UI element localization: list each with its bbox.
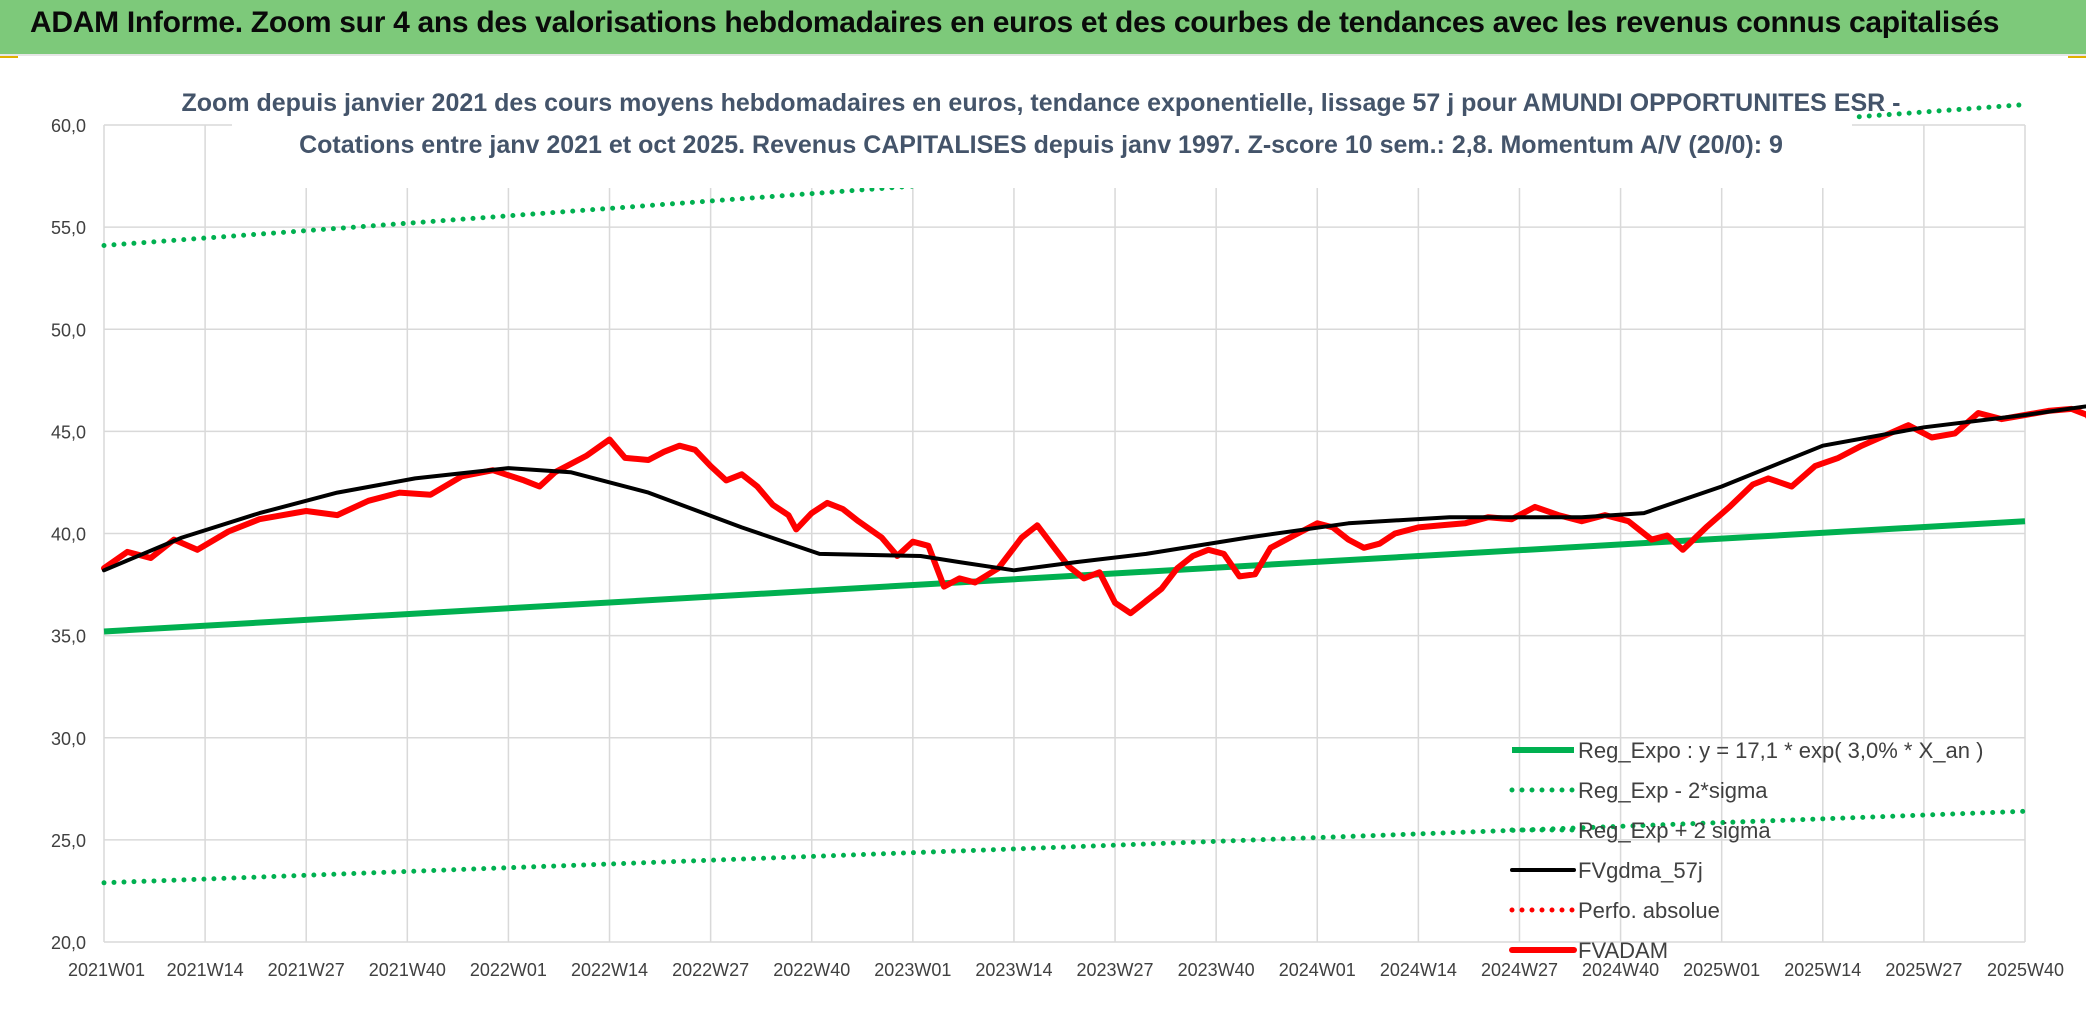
chart-area: 20,0 25,0 30,0 35,0 40,0 45,0 50,0 55,0 60,0 202… xyxy=(0,54,2086,1033)
report-banner: ADAM Informe. Zoom sur 4 ans des valoris… xyxy=(0,0,2086,54)
x-tick-label: 2021W01 xyxy=(68,960,145,980)
y-tick-label: 55,0 xyxy=(51,218,86,238)
legend-label: Reg_Exp + 2 sigma xyxy=(1578,818,1771,843)
y-tick-label: 45,0 xyxy=(51,422,86,442)
x-tick-label: 2023W14 xyxy=(975,960,1052,980)
series-line-1 xyxy=(101,808,2028,886)
x-tick-label: 2021W14 xyxy=(167,960,244,980)
grid-lines xyxy=(103,124,2026,943)
legend-label: FVgdma_57j xyxy=(1578,858,1703,883)
x-tick-label: 2022W14 xyxy=(571,960,648,980)
banner-corner-right xyxy=(2068,54,2086,58)
y-tick-label: 50,0 xyxy=(51,320,86,340)
legend-label: Perfo. absolue xyxy=(1578,898,1720,923)
x-tick-label: 2024W01 xyxy=(1279,960,1356,980)
x-tick-label: 2021W40 xyxy=(369,960,446,980)
x-tick-label: 2022W40 xyxy=(773,960,850,980)
y-tick-label: 25,0 xyxy=(51,831,86,851)
x-tick-label: 2022W27 xyxy=(672,960,749,980)
x-tick-label: 2024W40 xyxy=(1582,960,1659,980)
y-axis: 20,0 25,0 30,0 35,0 40,0 45,0 50,0 55,0 60,0 xyxy=(51,116,86,953)
series-line-5 xyxy=(101,405,2086,617)
legend-label: Reg_Exp - 2*sigma xyxy=(1578,778,1768,803)
x-tick-label: 2023W40 xyxy=(1178,960,1255,980)
chart-legend: Reg_Expo : y = 17,1 * exp( 3,0% * X_an )… xyxy=(1509,738,1983,963)
chart-svg: 20,0 25,0 30,0 35,0 40,0 45,0 50,0 55,0 60,0 202… xyxy=(51,78,2086,980)
x-tick-label: 2023W01 xyxy=(874,960,951,980)
x-tick-label: 2023W27 xyxy=(1077,960,1154,980)
x-tick-label: 2021W27 xyxy=(268,960,345,980)
x-tick-label: 2024W27 xyxy=(1481,960,1558,980)
series-layer xyxy=(101,102,2086,886)
x-tick-label: 2024W14 xyxy=(1380,960,1457,980)
x-tick-label: 2025W01 xyxy=(1683,960,1760,980)
y-tick-label: 30,0 xyxy=(51,729,86,749)
y-tick-label: 20,0 xyxy=(51,933,86,953)
chart-title-line-2: Cotations entre janv 2021 et oct 2025. R… xyxy=(299,131,1783,159)
y-tick-label: 35,0 xyxy=(51,627,86,647)
x-tick-label: 2025W14 xyxy=(1784,960,1861,980)
chart-title-line-1: Zoom depuis janvier 2021 des cours moyen… xyxy=(182,89,1901,117)
x-tick-label: 2025W27 xyxy=(1885,960,1962,980)
x-tick-label: 2022W01 xyxy=(470,960,547,980)
report-title: ADAM Informe. Zoom sur 4 ans des valoris… xyxy=(30,6,2000,39)
series-line-0 xyxy=(103,518,2026,635)
x-tick-label: 2025W40 xyxy=(1987,960,2064,980)
series-line-3 xyxy=(102,404,2086,573)
y-tick-label: 60,0 xyxy=(51,116,86,136)
series-line-2 xyxy=(101,102,2028,248)
legend-label: Reg_Expo : y = 17,1 * exp( 3,0% * X_an ) xyxy=(1578,738,1983,763)
x-axis: 2021W01 2021W14 2021W27 2021W40 2022W01 2022W… xyxy=(68,960,2064,980)
banner-corner-left xyxy=(0,54,18,58)
legend-label: FVADAM xyxy=(1578,938,1668,963)
y-tick-label: 40,0 xyxy=(51,525,86,545)
chart-title-background xyxy=(232,78,1852,188)
